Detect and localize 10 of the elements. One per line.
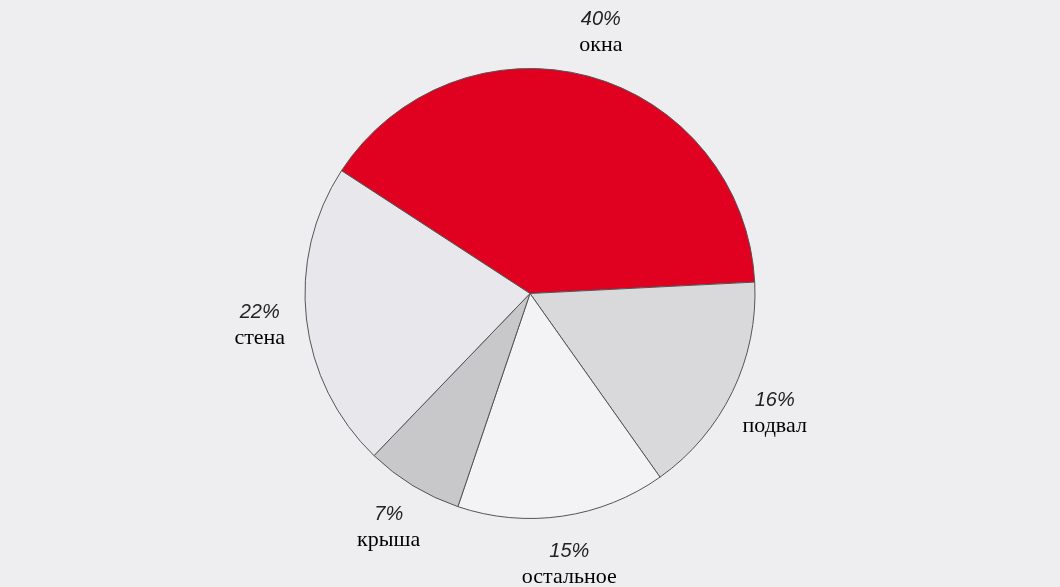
- slice-label: остальное: [521, 562, 617, 587]
- slice-label: подвал: [742, 412, 807, 438]
- data-label: 7%: [374, 501, 404, 524]
- data-label: 40%: [580, 6, 621, 29]
- data-label: 15%: [549, 538, 590, 561]
- data-label: 16%: [754, 388, 795, 411]
- slice-label: крыша: [357, 525, 421, 551]
- slice-label: стена: [234, 324, 286, 350]
- data-label: 22%: [238, 300, 280, 323]
- slice-label: окна: [579, 30, 623, 56]
